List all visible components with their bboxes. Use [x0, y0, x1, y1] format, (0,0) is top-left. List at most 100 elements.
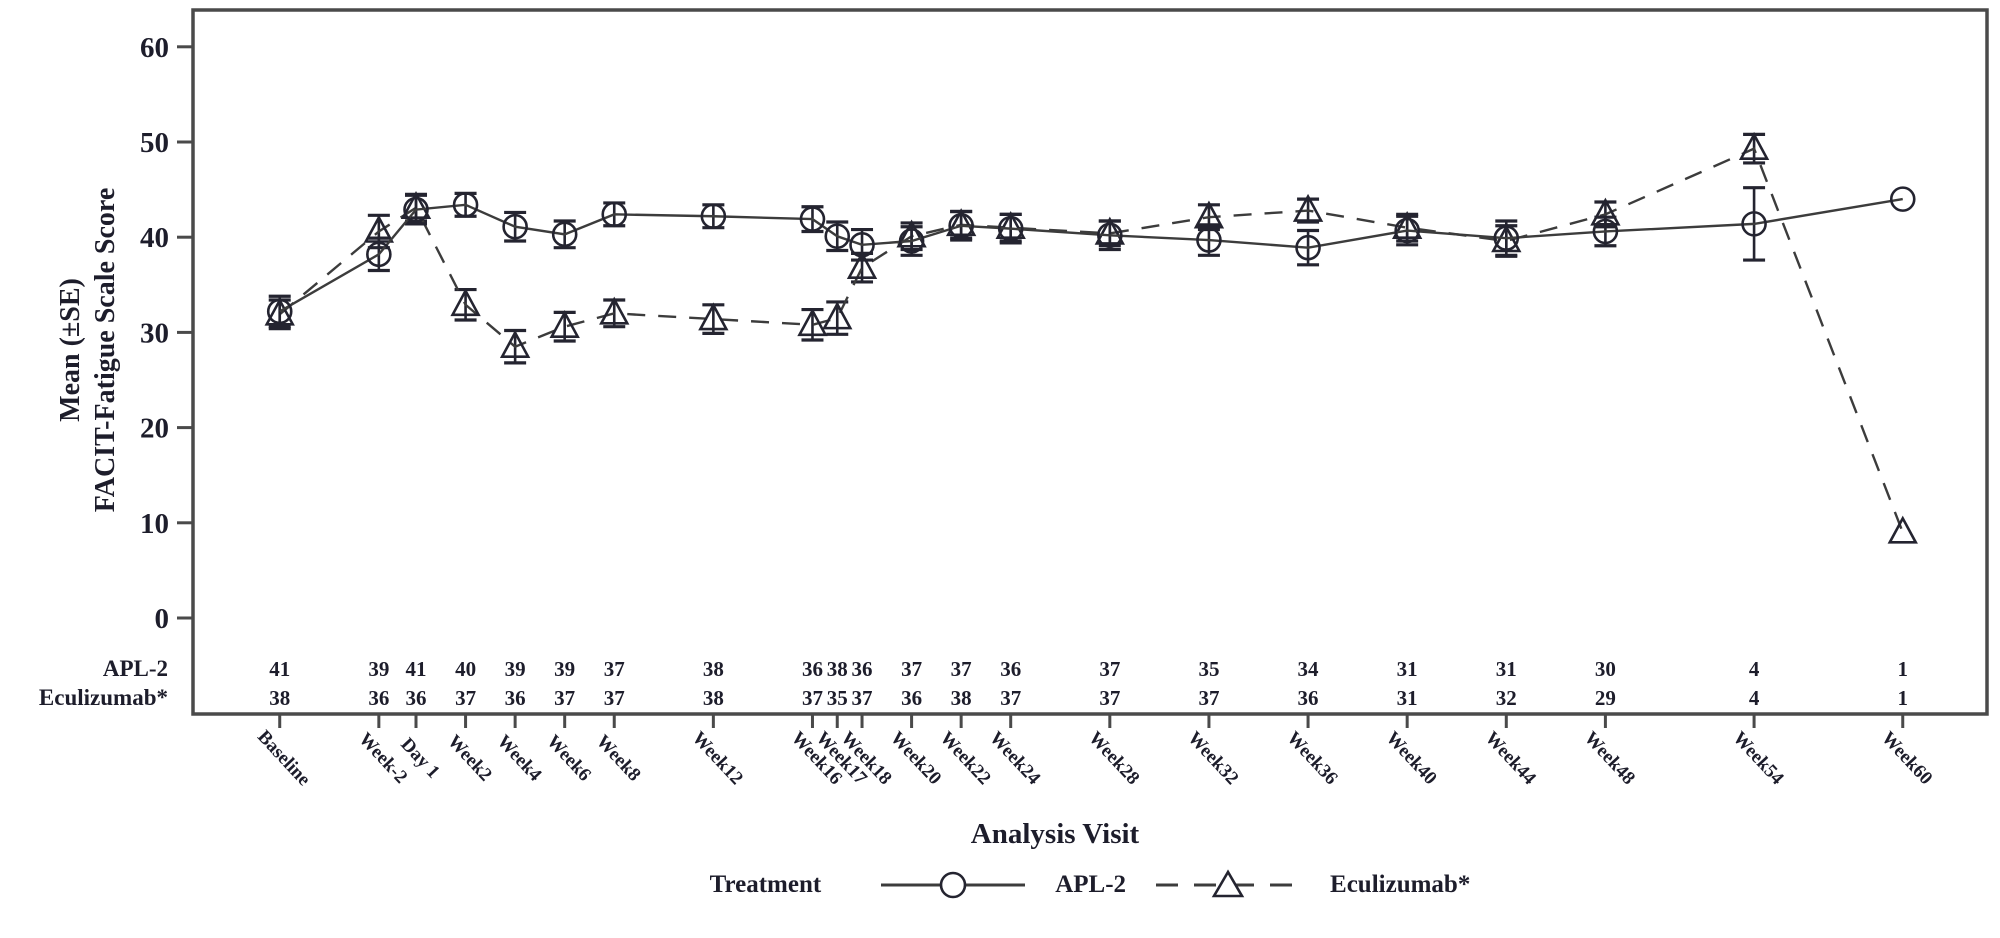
x-tick-label: Week44	[1481, 728, 1541, 790]
circle-marker	[1196, 227, 1222, 253]
sample-size-row-eculizumab: Eculizumab* 38 36 36 37 36 37 37 38 37 35 37 36 38 37 3…	[39, 685, 1908, 710]
x-tick-label: Week6	[542, 731, 595, 785]
y-tick-label: 30	[140, 317, 169, 349]
sample-size-value: 1	[1898, 686, 1909, 710]
sample-size-value: 31	[1397, 686, 1418, 710]
x-tick-label: Week32	[1183, 728, 1242, 789]
y-tick-label: 10	[140, 508, 169, 540]
sample-size-value: 38	[703, 657, 724, 681]
sample-size-value: 37	[901, 657, 922, 681]
triangle-marker	[450, 288, 481, 317]
sample-size-value: 32	[1496, 686, 1517, 710]
y-tick-label: 0	[155, 603, 170, 635]
sample-size-value: 30	[1595, 657, 1616, 681]
sample-size-value: 36	[852, 657, 873, 681]
sample-size-value: 38	[951, 686, 972, 710]
circle-marker	[1592, 218, 1619, 245]
sample-size-value: 41	[406, 657, 427, 681]
y-tick-label: 60	[140, 32, 169, 64]
sample-size-value: 37	[852, 686, 873, 710]
legend-item-apl2-label: APL-2	[1055, 871, 1127, 898]
sample-size-value: 1	[1898, 657, 1909, 681]
sample-size-value: 37	[554, 686, 575, 710]
circle-marker	[452, 192, 479, 218]
sample-size-value: 37	[455, 686, 476, 710]
sample-size-value: 37	[1099, 686, 1120, 710]
circle-marker	[1493, 225, 1520, 251]
circle-marker	[1741, 211, 1767, 237]
sample-size-value: 36	[505, 686, 526, 710]
sample-size-value: 36	[1298, 686, 1319, 710]
y-axis-title-line1: Mean (±SE)	[55, 278, 86, 422]
x-tick-label: Week8	[592, 731, 645, 785]
triangle-marker	[698, 302, 729, 331]
y-axis: 0 10 20 30 40 50 60	[140, 32, 193, 635]
x-tick-label: Week48	[1580, 728, 1639, 789]
triangle-marker	[846, 250, 878, 279]
x-tick-label: Week36	[1282, 728, 1341, 789]
legend: Treatment APL-2 Eculizumab*	[193, 868, 1987, 902]
x-tick-label: Week12	[688, 728, 747, 789]
triangle-marker	[549, 309, 580, 338]
x-tick-label: Week40	[1382, 728, 1441, 789]
x-tick-label: Baseline	[253, 726, 314, 790]
circle-marker	[948, 212, 974, 239]
sample-size-row-label: Eculizumab*	[39, 685, 168, 710]
sample-size-value: 39	[505, 657, 526, 681]
sample-size-value: 35	[1198, 657, 1219, 681]
x-tick-label: Week-2	[354, 729, 411, 788]
sample-size-value: 36	[368, 686, 389, 710]
sample-size-value: 37	[1198, 686, 1219, 710]
sample-size-value: 36	[802, 657, 823, 681]
circle-marker	[403, 196, 429, 223]
legend-dashed-line-triangle-icon	[1156, 869, 1301, 898]
triangle-marker	[1738, 131, 1770, 160]
sample-size-value: 37	[802, 686, 823, 710]
circle-marker	[601, 201, 628, 228]
circle-marker	[700, 203, 727, 230]
circle-marker	[1097, 222, 1123, 249]
circle-marker	[366, 241, 392, 268]
sample-size-value: 35	[827, 686, 848, 710]
y-tick-label: 50	[140, 127, 169, 159]
triangle-marker	[1887, 515, 1918, 544]
legend-solid-line-circle-icon	[881, 871, 1026, 899]
sample-size-value: 38	[703, 686, 724, 710]
sample-size-value: 37	[1000, 686, 1021, 710]
sample-size-value: 38	[269, 686, 290, 710]
series-line-apl2	[279, 197, 1903, 313]
sample-size-value: 37	[604, 657, 625, 681]
x-tick-label: Week20	[886, 728, 945, 789]
x-tick-label: Week4	[493, 731, 546, 786]
y-tick-label: 20	[140, 413, 169, 445]
triangle-marker	[499, 329, 531, 358]
circle-marker	[266, 298, 293, 325]
x-tick-label: Week2	[443, 731, 496, 785]
sample-size-row-label: APL-2	[103, 656, 168, 681]
sample-size-value: 38	[827, 657, 848, 681]
sample-size-row-apl2: APL-2 41 39 41 40 39 39 37 38 36 38 36 37 37 36 37 35 34 3…	[103, 656, 1908, 681]
sample-size-value: 34	[1298, 657, 1320, 681]
sample-size-value: 37	[604, 686, 625, 710]
legend-item-eculizumab-label: Eculizumab*	[1330, 871, 1471, 898]
sample-size-value: 41	[269, 657, 290, 681]
plot-frame	[191, 8, 1989, 716]
sample-size-value: 31	[1496, 657, 1517, 681]
series-line-eculizumab	[278, 147, 1904, 533]
x-tick-label: Week60	[1877, 728, 1936, 789]
triangle-marker	[797, 308, 828, 337]
circle-marker	[1295, 234, 1321, 261]
legend-title: Treatment	[709, 871, 822, 898]
sample-size-value: 37	[951, 657, 972, 681]
sample-size-value: 4	[1749, 657, 1760, 681]
circle-marker	[824, 223, 851, 250]
circle-marker	[1889, 186, 1916, 212]
sample-size-value: 31	[1397, 657, 1418, 681]
sample-size-value: 4	[1749, 686, 1760, 710]
x-tick-label: Week22	[936, 728, 995, 789]
sample-size-value: 36	[1000, 657, 1021, 681]
triangle-marker	[822, 301, 853, 330]
circle-marker	[799, 206, 826, 232]
